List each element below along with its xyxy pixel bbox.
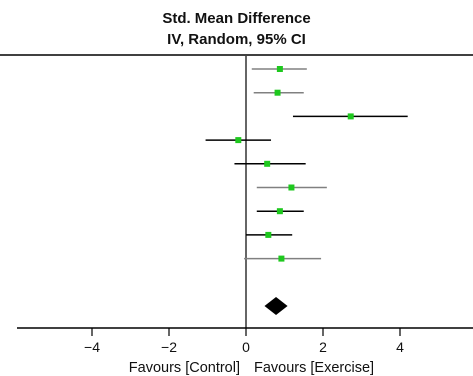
favours-control-label: Favours [Control] [129,360,240,376]
study-marker-4 [235,137,242,144]
study-marker-6 [288,184,295,191]
study-marker-2 [274,89,281,96]
favours-exercise-label: Favours [Exercise] [254,360,374,376]
study-marker-8 [265,231,272,238]
x-tick-label-4: 4 [396,339,404,355]
x-tick-label-0: −4 [84,339,100,355]
study-marker-3 [347,113,354,120]
x-tick-label-1: −2 [161,339,177,355]
chart-subtitle: IV, Random, 95% CI [167,31,306,48]
x-tick-label-3: 2 [319,339,327,355]
study-marker-5 [264,160,271,167]
x-tick-label-2: 0 [242,339,250,355]
pooled-diamond [264,297,288,315]
study-marker-1 [276,66,283,72]
study-marker-7 [276,208,283,215]
chart-title: Std. Mean Difference [162,10,311,27]
study-marker-9 [278,255,285,262]
